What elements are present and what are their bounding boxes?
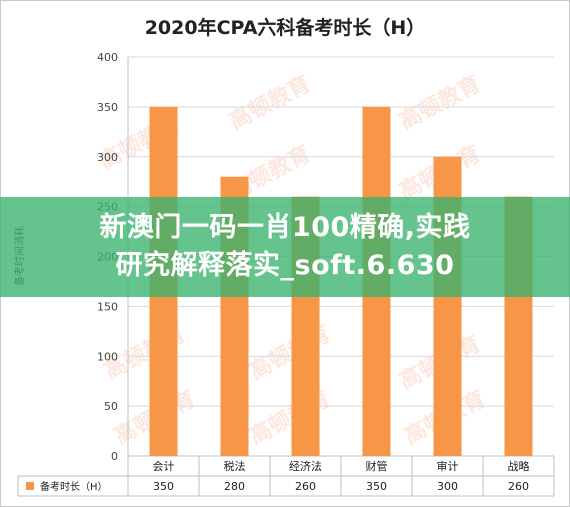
- data-value-label: 280: [224, 480, 245, 493]
- data-value-label: 350: [153, 480, 174, 493]
- overlay-banner: 新澳门一码一肖100精确,实践 研究解释落实_soft.6.630: [0, 197, 570, 297]
- data-value-label: 260: [508, 480, 529, 493]
- chart-title: 2020年CPA六科备考时长（H）: [145, 16, 426, 39]
- y-tick-label: 0: [111, 450, 118, 463]
- data-value-label: 300: [437, 480, 458, 493]
- y-tick-label: 350: [97, 101, 118, 114]
- x-category-label: 会计: [153, 460, 175, 473]
- legend-swatch: [26, 482, 34, 490]
- overlay-line-1: 新澳门一码一肖100精确,实践: [99, 212, 471, 243]
- y-tick-label: 100: [97, 350, 118, 363]
- legend-label: 备考时长（H）: [40, 480, 108, 493]
- y-tick-label: 50: [104, 400, 118, 413]
- y-tick-label: 300: [97, 151, 118, 164]
- data-value-label: 350: [366, 480, 387, 493]
- x-category-label: 经济法: [289, 459, 322, 473]
- data-value-label: 260: [295, 480, 316, 493]
- x-category-label: 税法: [224, 459, 246, 473]
- y-tick-label: 150: [97, 300, 118, 313]
- x-category-label: 审计: [437, 459, 459, 473]
- x-category-label: 财管: [366, 459, 388, 473]
- y-tick-label: 400: [97, 51, 118, 64]
- x-category-label: 战略: [508, 459, 530, 473]
- overlay-line-2: 研究解释落实_soft.6.630: [115, 250, 455, 281]
